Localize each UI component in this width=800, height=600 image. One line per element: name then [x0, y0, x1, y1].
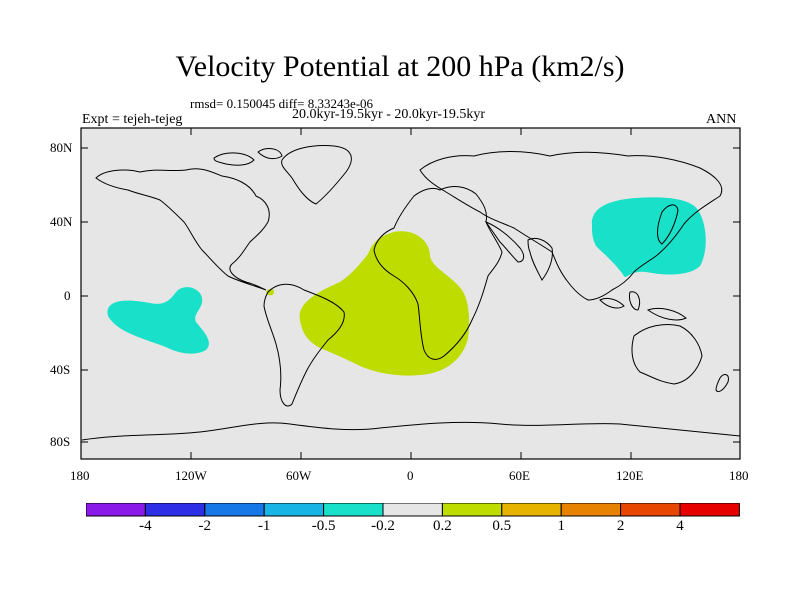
north-america-coast: [95, 168, 270, 291]
colorbar-swatch: [620, 503, 681, 517]
europe-africa-coast: [373, 186, 503, 360]
colorbar-swatch: [679, 503, 740, 517]
lon-label: 120E: [616, 468, 644, 483]
season-label: ANN: [706, 112, 737, 127]
colorbar-swatch: [86, 503, 146, 517]
colorbar-swatch: [323, 503, 384, 517]
colorbar-label: 0.5: [492, 518, 512, 534]
colorbar-label: -4: [139, 518, 152, 534]
central-pacific-negative-region: [107, 287, 209, 354]
japan-coast: [657, 204, 679, 245]
colorbar-label: 4: [676, 518, 684, 534]
colorbar-swatch: [560, 503, 622, 517]
canadian-arctic-islands: [213, 148, 283, 166]
colorbar-label: 0.2: [433, 518, 452, 534]
colorbar-swatch: [501, 503, 562, 517]
lat-label: 40N: [50, 214, 73, 229]
arabia-india-coast: [484, 220, 553, 281]
colorbar-swatch: [263, 503, 325, 517]
colorbar-swatch: [441, 503, 503, 517]
atlantic-africa-positive-region: [299, 231, 470, 376]
chart-title: Velocity Potential at 200 hPa (km2/s): [175, 50, 625, 83]
antarctica-coast: [81, 421, 741, 441]
colorbar: [86, 503, 740, 517]
coastlines: [81, 145, 741, 441]
lon-label: 60E: [509, 468, 530, 483]
australia-coast: [631, 323, 703, 385]
experiment-label: Expt = tejeh-tejeg: [82, 112, 183, 127]
south-america-coast: [263, 283, 345, 407]
east-asia-negative-region: [591, 197, 706, 277]
colorbar-label: 2: [616, 518, 625, 534]
lon-label: 180: [729, 468, 749, 483]
lon-ticks: [80, 128, 741, 459]
colorbar-label: 1: [557, 518, 565, 534]
lat-ticks: [81, 147, 740, 443]
lon-label: 60W: [286, 468, 312, 483]
colorbar-label: -2: [198, 518, 212, 534]
greenland-coast: [281, 145, 352, 205]
lat-label: 0: [64, 288, 71, 303]
colorbar-swatch: [204, 503, 265, 517]
amazon-positive-spot: [266, 289, 274, 296]
lon-label: 180: [70, 468, 90, 483]
lon-label: 120W: [175, 468, 207, 483]
colorbar-swatch: [382, 503, 443, 517]
eurasia-coast: [419, 151, 723, 301]
lat-label: 80N: [50, 140, 73, 155]
lat-label: 80S: [50, 434, 71, 449]
period-subtitle: 20.0kyr-19.5kyr - 20.0kyr-19.5kyr: [292, 107, 486, 122]
lat-label: 40S: [50, 362, 71, 377]
maritime-southeast-asia: [599, 291, 687, 321]
new-zealand-coast: [715, 374, 729, 393]
lon-label: 0: [407, 468, 414, 483]
stats-subtitle: rmsd= 0.150045 diff= 8.33243e-06: [190, 96, 374, 111]
colorbar-label: -1: [257, 518, 271, 534]
colorbar-label: -0.5: [311, 518, 336, 534]
colorbar-label: -0.2: [371, 518, 395, 534]
colorbar-swatch: [144, 503, 206, 517]
